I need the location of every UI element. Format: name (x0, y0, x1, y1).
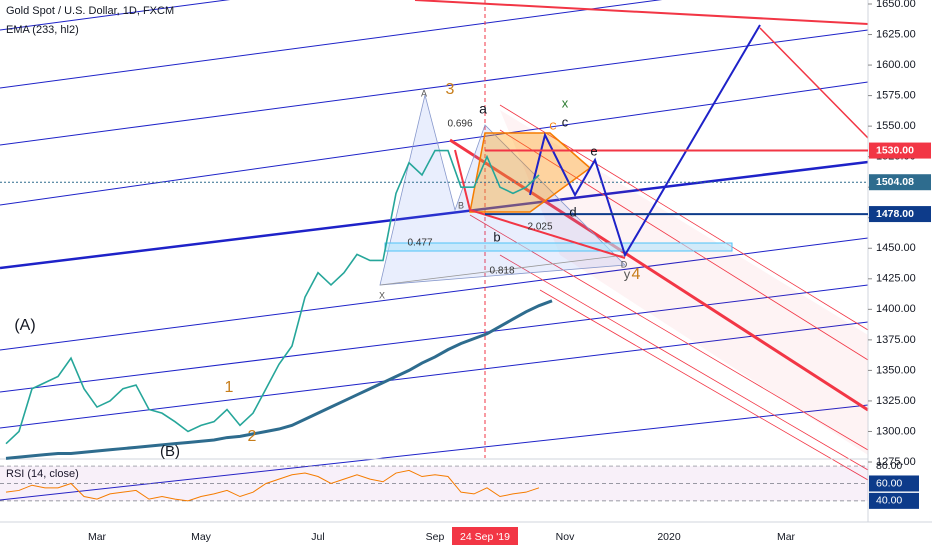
wave-label: (A) (14, 317, 35, 334)
wave-label: y (624, 266, 631, 281)
wave-label: 2.025 (527, 222, 552, 233)
y-tick-label: 1375.00 (876, 334, 916, 346)
ema-legend: EMA (233, hl2) (6, 24, 79, 36)
wave-label: 0.696 (447, 119, 472, 130)
wave-label: 2 (248, 428, 257, 445)
y-tick-label: 1450.00 (876, 242, 916, 254)
wave-label: 3 (446, 81, 455, 98)
symbol-title: Gold Spot / U.S. Dollar, 1D, FXCM (6, 5, 174, 17)
wave-label: 1 (225, 379, 234, 396)
rsi-tick-label: 60.00 (876, 477, 902, 489)
ema-line (5, 299, 553, 460)
rsi-tick-label: 80.00 (876, 460, 902, 472)
rsi-label-box (869, 492, 919, 509)
y-tick-label: 1600.00 (876, 59, 916, 71)
rsi-line (5, 469, 540, 502)
y-tick-label: 1325.00 (876, 395, 916, 407)
y-tick-label: 1625.00 (876, 28, 916, 40)
wave-label: B (458, 200, 464, 210)
x-tick-label: Jul (311, 531, 324, 543)
y-tick-label: 1575.00 (876, 90, 916, 102)
y-tick-label: 1400.00 (876, 303, 916, 315)
price-line (5, 149, 540, 445)
rsi-legend: RSI (14, close) (6, 468, 79, 480)
price-label: 1504.08 (876, 176, 914, 188)
y-tick-label: 1350.00 (876, 364, 916, 376)
price-label: 1530.00 (876, 144, 914, 156)
wave-label: c (562, 114, 569, 129)
x-tick-label: Sep (426, 531, 445, 543)
price-label-box (869, 174, 931, 191)
wave-label: a (479, 101, 487, 117)
price-label-box (869, 206, 931, 223)
drawings (0, 0, 869, 501)
y-tick-label: 1275.00 (876, 456, 916, 468)
price-label: 1478.00 (876, 208, 914, 220)
rsi-label-box (869, 475, 919, 492)
x-tick-label: May (191, 531, 212, 543)
x-tick-label: Nov (556, 531, 575, 543)
wave-label: (B) (160, 443, 180, 460)
x-tick-label: Mar (88, 531, 107, 543)
wave-label: d (569, 204, 576, 219)
x-tick-label: 2020 (657, 531, 681, 543)
y-tick-label: 1650.00 (876, 0, 916, 10)
x-tick-label: Mar (777, 531, 796, 543)
wave-label: A (421, 88, 427, 98)
wave-label: X (379, 290, 385, 300)
y-tick-label: 1425.00 (876, 273, 916, 285)
wave-label: b (493, 229, 500, 244)
price-label-box (869, 142, 931, 159)
wave-label: e (590, 143, 597, 158)
wave-label: 0.818 (489, 266, 514, 277)
date-highlight-box (452, 527, 518, 545)
wave-label: 4 (632, 266, 641, 283)
y-tick-label: 1300.00 (876, 425, 916, 437)
wave-label: x (562, 95, 569, 110)
wave-label: 0.477 (407, 238, 432, 249)
wave-label: C (549, 122, 556, 133)
wave-label: D (621, 259, 628, 269)
date-highlight: 24 Sep '19 (460, 531, 510, 543)
rsi-tick-label: 40.00 (876, 495, 902, 507)
y-tick-label: 1550.00 (876, 120, 916, 132)
